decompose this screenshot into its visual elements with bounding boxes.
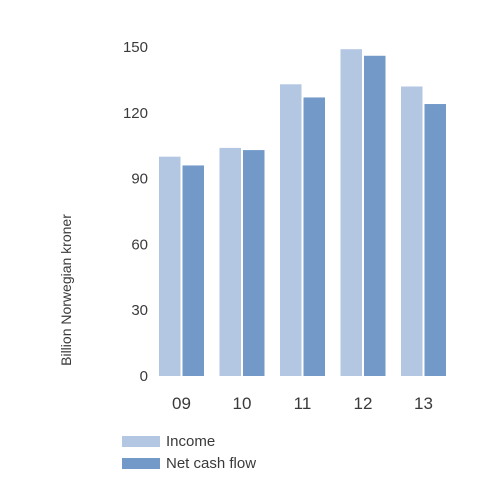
bar-income-10 <box>219 147 241 376</box>
legend-item-net-cash-flow: Net cash flow <box>122 452 256 474</box>
x-tick-label: 10 <box>233 394 252 413</box>
x-tick-label: 11 <box>294 394 312 413</box>
bar-net-cash-flow-09 <box>182 165 204 376</box>
bars-group <box>159 49 446 377</box>
x-tick-label: 09 <box>172 394 191 413</box>
x-tick-label: 12 <box>354 394 373 413</box>
y-axis-label: Billion Norwegian kroner <box>58 214 74 366</box>
bar-income-12 <box>340 49 362 377</box>
legend-swatch-income <box>122 435 160 447</box>
bar-net-cash-flow-13 <box>424 104 446 376</box>
bar-income-11 <box>280 84 302 376</box>
bar-income-13 <box>401 86 423 376</box>
legend-swatch-net-cash-flow <box>122 457 160 469</box>
x-tick-label: 13 <box>414 394 433 413</box>
y-tick-label: 120 <box>123 105 148 122</box>
axis-group: 0 30 60 90 120 150 09 10 11 12 13 <box>123 39 433 413</box>
bar-net-cash-flow-11 <box>303 97 325 377</box>
bar-net-cash-flow-10 <box>243 150 265 376</box>
y-tick-label: 150 <box>123 39 148 56</box>
legend-label-income: Income <box>166 432 216 450</box>
y-tick-label: 30 <box>131 302 148 319</box>
y-tick-label: 90 <box>131 171 148 188</box>
legend-item-income: Income <box>122 430 256 452</box>
legend: Income Net cash flow <box>122 430 256 474</box>
bar-net-cash-flow-12 <box>364 55 386 376</box>
y-tick-label: 0 <box>140 368 148 385</box>
legend-label-net-cash-flow: Net cash flow <box>166 454 257 472</box>
y-tick-label: 60 <box>131 236 148 253</box>
bar-income-09 <box>159 156 181 376</box>
